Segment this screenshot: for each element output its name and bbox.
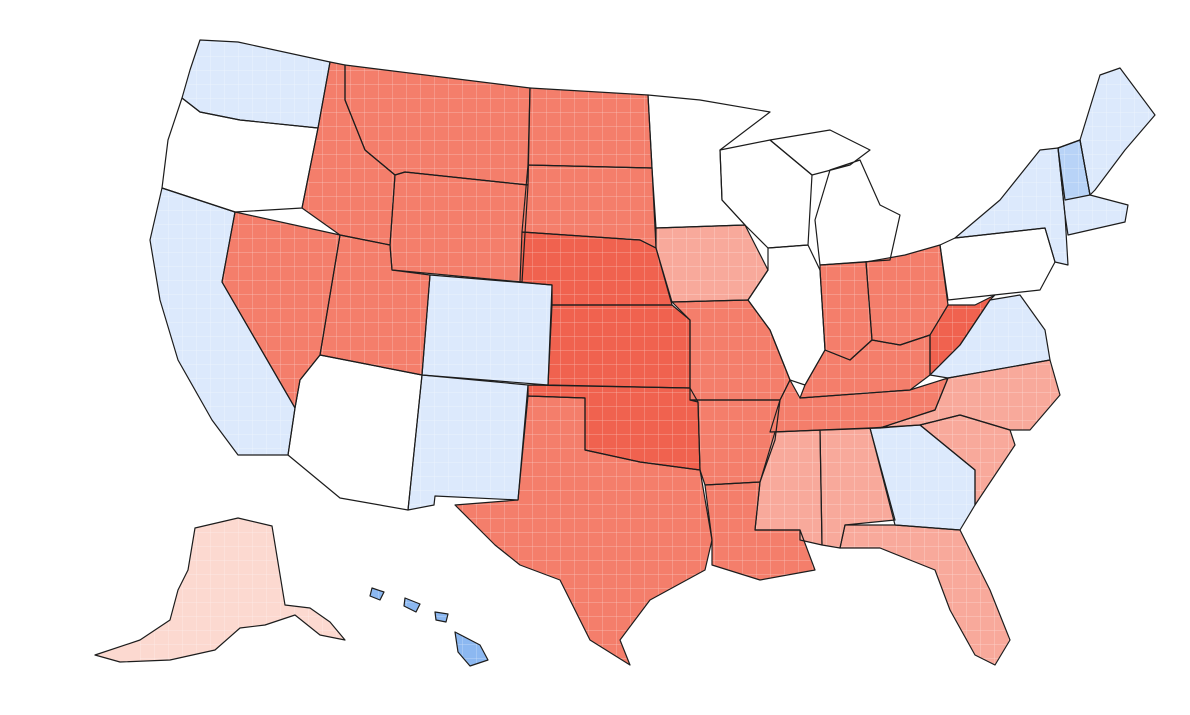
border-illinois (747, 244, 826, 386)
border-west-virginia (929, 294, 996, 376)
border-florida (839, 524, 1011, 666)
state-borders (94, 39, 1156, 667)
border-alaska (94, 517, 346, 663)
border-maine (1079, 67, 1156, 196)
border-michigan (769, 129, 901, 266)
border-texas (454, 395, 713, 666)
border-hawaii (369, 587, 489, 667)
